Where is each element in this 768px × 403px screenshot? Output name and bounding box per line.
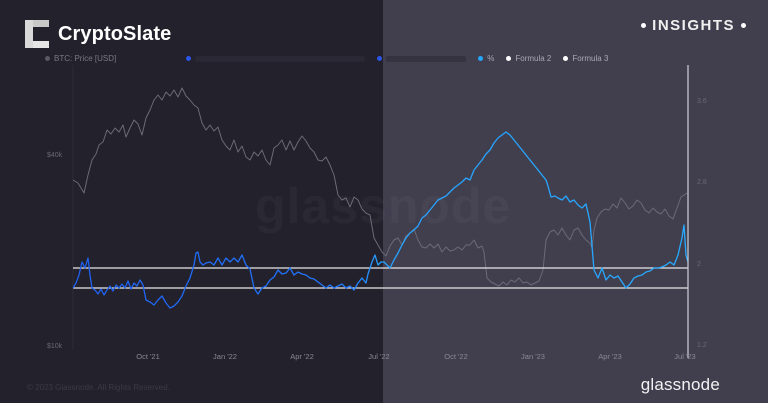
legend-swatch-icon (45, 56, 50, 61)
section-label: INSIGHTS (652, 17, 735, 34)
background-left-panel (0, 0, 383, 403)
insights-label: INSIGHTS (641, 17, 746, 34)
y-left-tick-label: $40k (47, 152, 63, 159)
bullet-icon (741, 23, 746, 28)
legend-swatch-icon (186, 56, 192, 61)
y-right-tick-label: 3.6 (697, 98, 707, 105)
y-left-tick-label: $10k (47, 343, 63, 350)
legend-swatch-icon (377, 56, 383, 61)
legend-item-btc-price[interactable]: BTC: Price [USD] (45, 54, 116, 63)
percent-ratio-line (72, 131, 689, 309)
chart-legend: BTC: Price [USD] % Formula 2 Formula 3 (45, 54, 620, 63)
x-tick-label: Apr '22 (290, 352, 314, 361)
bullet-icon (641, 23, 647, 28)
x-tick-label: Oct '22 (444, 352, 468, 361)
x-tick-label: Apr '23 (598, 352, 622, 361)
legend-label: Formula 3 (572, 54, 609, 63)
copyright-text: © 2023 Glassnode. All Rights Reserved. (27, 383, 170, 392)
brand-name: CryptoSlate (58, 22, 172, 45)
legend-label: % (487, 54, 495, 63)
legend-item-formula-2[interactable]: Formula 2 (506, 54, 551, 63)
legend-swatch-icon (478, 56, 484, 61)
legend-item-percent[interactable]: % (478, 54, 494, 63)
x-tick-label: Oct '21 (136, 352, 160, 361)
x-tick-label: Jul '23 (674, 352, 696, 361)
x-tick-label: Jul '22 (368, 352, 390, 361)
y-right-tick-label: 1.2 (697, 342, 707, 349)
legend-label-obscured (195, 55, 366, 62)
y-right-tick-label: 2 (697, 261, 701, 268)
brand: CryptoSlate (25, 20, 171, 48)
legend-item-series-3[interactable] (377, 54, 467, 63)
x-tick-label: Jan '23 (521, 352, 545, 361)
legend-item-series-2[interactable] (186, 54, 366, 63)
glassnode-logo: glassnode (640, 375, 720, 394)
legend-label: BTC: Price [USD] (54, 54, 117, 63)
legend-label: Formula 2 (515, 54, 552, 63)
cryptoslate-logo-icon (25, 20, 49, 48)
y-right-tick-label: 2.8 (697, 179, 707, 186)
legend-swatch-icon (506, 56, 512, 61)
btc-price-line (72, 87, 688, 287)
legend-label-obscured (386, 55, 467, 62)
x-tick-label: Jan '22 (213, 352, 237, 361)
legend-item-formula-3[interactable]: Formula 3 (563, 54, 608, 63)
legend-swatch-icon (563, 56, 569, 61)
